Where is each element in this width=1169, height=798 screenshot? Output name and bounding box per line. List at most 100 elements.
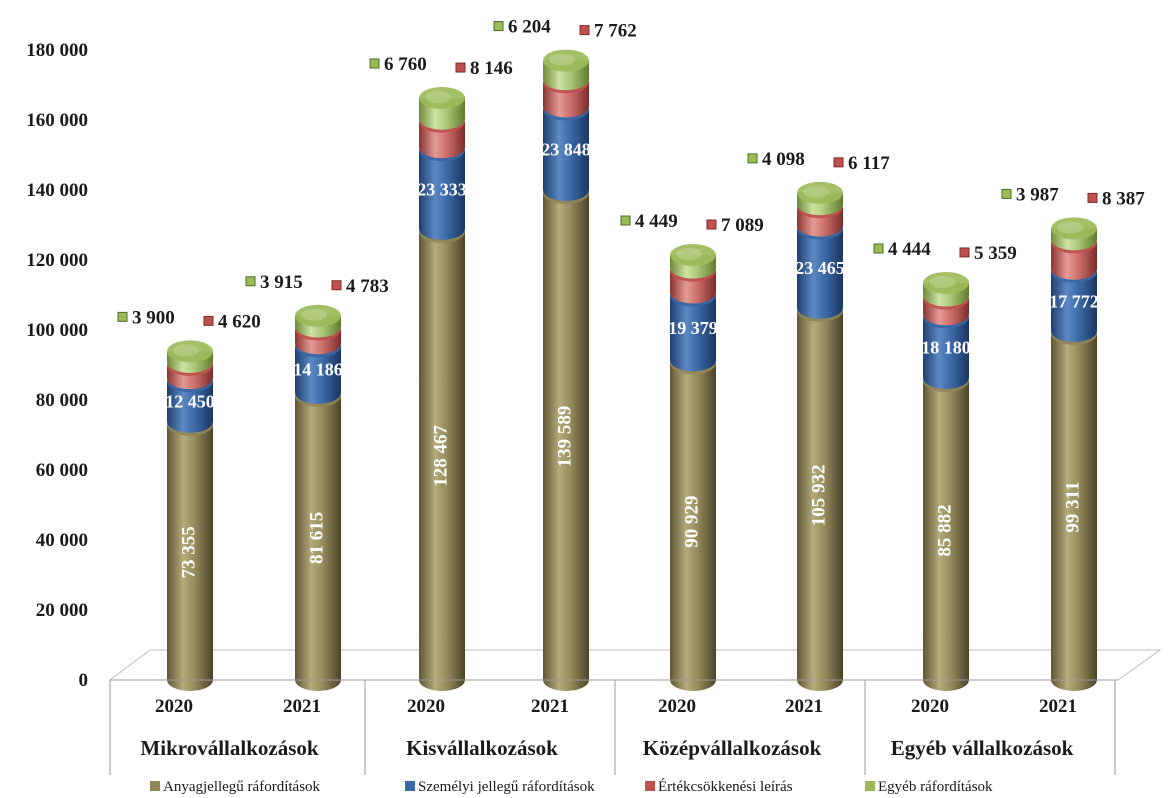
label-marker xyxy=(1087,192,1098,203)
legend-label: Személyi jellegű ráfordítások xyxy=(418,779,595,795)
data-label: 81 615 xyxy=(306,512,327,564)
label-marker xyxy=(706,219,717,230)
bar-segment-body xyxy=(923,380,969,691)
bar-segment-body xyxy=(797,310,843,691)
bar-segment xyxy=(419,87,465,130)
data-label: 4 444 xyxy=(888,239,931,260)
label-marker xyxy=(203,315,214,326)
y-tick-label: 180 000 xyxy=(26,40,88,61)
label-marker xyxy=(455,62,466,73)
bar-segment-body xyxy=(295,395,341,691)
bar-segment-highlight xyxy=(803,185,829,198)
bar-segment-top xyxy=(670,244,716,267)
legend-swatch xyxy=(405,781,415,791)
bar-segment xyxy=(167,340,213,374)
data-label: 3 987 xyxy=(1016,184,1059,205)
data-label: 17 772 xyxy=(1049,291,1099,311)
label-marker xyxy=(959,247,970,258)
data-label: 4 783 xyxy=(346,276,389,297)
bar-segment-top xyxy=(167,340,213,363)
bar-segment-top xyxy=(419,87,465,110)
group-label: Egyéb vállalkozások xyxy=(891,736,1074,760)
x-tick-label: 2021 xyxy=(283,696,321,717)
y-tick-label: 140 000 xyxy=(26,180,88,201)
bar-segment-body xyxy=(543,192,589,691)
x-tick-label: 2021 xyxy=(1039,696,1077,717)
label-marker xyxy=(873,243,884,254)
y-tick-label: 120 000 xyxy=(26,250,88,271)
bar-segment-highlight xyxy=(1057,221,1083,234)
label-marker xyxy=(369,58,380,69)
group-label: Kisvállalkozások xyxy=(406,736,558,760)
group-label: Középvállalkozások xyxy=(643,736,822,760)
label-marker xyxy=(117,311,128,322)
data-label: 99 311 xyxy=(1062,481,1083,532)
bar-segment-highlight xyxy=(425,91,451,104)
bar-segment-highlight xyxy=(549,53,575,66)
data-label: 4 620 xyxy=(218,311,261,332)
label-marker xyxy=(331,280,342,291)
bar-segment xyxy=(923,271,969,307)
bar-segment-body xyxy=(670,363,716,691)
data-label: 4 449 xyxy=(635,211,678,232)
label-marker xyxy=(620,215,631,226)
legend-swatch xyxy=(150,781,160,791)
legend-swatch xyxy=(865,781,875,791)
x-axis: 2020 2021 2020 2021 2020 2021 2020 2021 Mikrovál… xyxy=(109,679,1118,775)
bar-segment xyxy=(295,304,341,338)
bar-stack: 81 615 14 186 3 915 4 783 xyxy=(245,272,389,691)
data-label: 139 589 xyxy=(554,406,575,468)
bar-segment-body xyxy=(167,381,213,433)
bar-stack: 73 355 12 450 3 900 4 620 xyxy=(117,307,261,691)
label-marker xyxy=(579,25,590,36)
legend: Anyagjellegű ráfordítások Személyi jelleg… xyxy=(150,778,993,795)
data-label: 6 204 xyxy=(508,17,551,38)
y-tick-label: 80 000 xyxy=(36,390,88,411)
label-marker xyxy=(833,157,844,168)
y-tick-label: 100 000 xyxy=(26,320,88,341)
bar-segment-body xyxy=(295,346,341,404)
bar-segment-top xyxy=(1051,217,1097,240)
data-label: 5 359 xyxy=(974,243,1017,264)
chart-floor xyxy=(108,649,1162,681)
data-label: 4 098 xyxy=(762,149,805,170)
data-label: 3 915 xyxy=(260,272,303,293)
bars: 73 355 12 450 3 900 4 620 81 615 14 186 3 915 4… xyxy=(117,17,1145,692)
bar-segment-top xyxy=(923,271,969,294)
data-label: 7 089 xyxy=(721,215,764,236)
data-label: 6 117 xyxy=(848,153,890,174)
data-label: 23 848 xyxy=(541,140,591,160)
x-tick-label: 2021 xyxy=(785,696,823,717)
data-label: 85 882 xyxy=(934,504,955,556)
data-label: 128 467 xyxy=(430,425,451,487)
bar-segment-body xyxy=(167,424,213,691)
data-label: 18 180 xyxy=(921,338,971,358)
data-label: 23 465 xyxy=(795,258,845,278)
bar-segment-body xyxy=(543,109,589,201)
bar-segment-top xyxy=(797,181,843,204)
bar-segment-highlight xyxy=(676,248,702,261)
bar-segment-highlight xyxy=(929,275,955,288)
bar-segment-body xyxy=(419,231,465,692)
bar-stack: 139 589 23 848 6 204 7 762 xyxy=(493,17,637,691)
bar-segment-highlight xyxy=(301,308,327,321)
bar-stack: 105 932 23 465 4 098 6 117 xyxy=(747,149,890,691)
data-label: 19 379 xyxy=(668,318,718,338)
legend-item: Egyéb ráfordítások xyxy=(865,779,993,795)
bar-stack: 85 882 18 180 4 444 5 359 xyxy=(873,239,1017,691)
data-label: 7 762 xyxy=(594,21,637,42)
floor-plane xyxy=(108,649,1162,681)
y-tick-label: 40 000 xyxy=(36,530,88,551)
bar-segment-body xyxy=(923,317,969,389)
label-marker xyxy=(493,21,504,32)
data-label: 6 760 xyxy=(384,54,427,75)
y-tick-label: 20 000 xyxy=(36,600,88,621)
label-marker xyxy=(747,153,758,164)
bar-segment-body xyxy=(797,228,843,319)
legend-swatch xyxy=(645,781,655,791)
x-tick-label: 2021 xyxy=(531,696,569,717)
bar-segment-body xyxy=(670,295,716,372)
bar-segment-top xyxy=(295,304,341,327)
bar-segment-highlight xyxy=(173,344,199,357)
